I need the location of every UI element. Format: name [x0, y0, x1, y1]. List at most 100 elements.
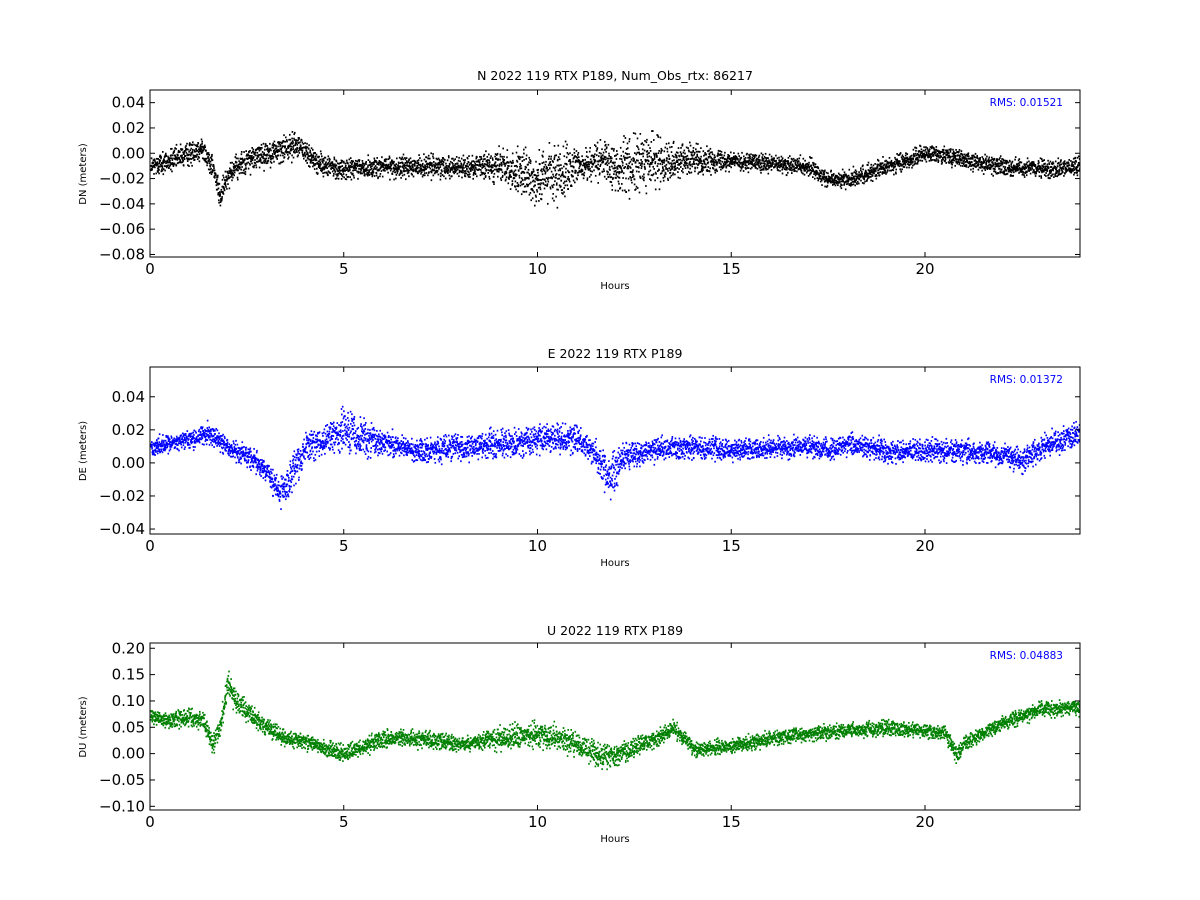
- data-point: [514, 169, 517, 172]
- data-point: [554, 166, 557, 169]
- data-point: [684, 156, 686, 158]
- data-point: [423, 153, 425, 156]
- data-point: [453, 159, 455, 162]
- data-point: [364, 173, 366, 176]
- data-point: [247, 167, 250, 170]
- data-point: [456, 165, 458, 168]
- data-point: [593, 169, 595, 172]
- data-point: [780, 155, 783, 158]
- data-point: [465, 165, 468, 167]
- data-point: [327, 163, 329, 165]
- data-point: [552, 193, 554, 195]
- data-point: [942, 158, 944, 161]
- data-point: [548, 155, 550, 158]
- data-point: [334, 166, 337, 168]
- data-point: [1019, 161, 1022, 163]
- data-point: [280, 148, 282, 151]
- data-point: [798, 168, 800, 170]
- data-point: [487, 172, 489, 174]
- data-point: [267, 147, 269, 150]
- data-point: [553, 199, 555, 202]
- data-point: [361, 165, 363, 168]
- data-point: [524, 168, 526, 171]
- data-point: [989, 163, 992, 166]
- data-point: [307, 157, 309, 160]
- data-point: [746, 167, 749, 169]
- data-point: [883, 164, 885, 167]
- data-point: [902, 166, 905, 168]
- data-point: [792, 168, 794, 171]
- data-point: [711, 151, 713, 154]
- data-point: [992, 167, 995, 170]
- data-point: [187, 164, 189, 167]
- data-point: [624, 152, 627, 155]
- data-point: [250, 160, 253, 162]
- data-point: [314, 163, 317, 165]
- data-point: [607, 171, 609, 174]
- data-point: [562, 145, 565, 148]
- data-point: [299, 148, 302, 151]
- data-point: [368, 170, 370, 173]
- data-point: [162, 151, 164, 153]
- data-point: [617, 164, 620, 167]
- data-point: [753, 162, 756, 165]
- data-point: [611, 165, 613, 168]
- data-point: [311, 154, 314, 157]
- data-point: [418, 166, 420, 169]
- data-point: [685, 164, 687, 167]
- data-point: [569, 159, 571, 161]
- data-point: [863, 176, 865, 179]
- data-point: [308, 144, 310, 147]
- data-point: [348, 167, 351, 170]
- data-point: [680, 166, 682, 168]
- data-point: [424, 174, 426, 177]
- data-point: [653, 168, 655, 170]
- data-point: [718, 159, 721, 161]
- data-point: [621, 183, 623, 185]
- data-point: [774, 163, 776, 165]
- data-point: [226, 179, 228, 182]
- data-point: [665, 166, 667, 169]
- data-point: [868, 175, 870, 178]
- data-point: [822, 177, 825, 179]
- data-point: [789, 162, 792, 164]
- data-point: [206, 162, 209, 164]
- data-point: [642, 178, 644, 180]
- data-point: [174, 147, 176, 149]
- data-point: [687, 166, 689, 169]
- data-point: [542, 178, 544, 181]
- data-point: [964, 165, 966, 167]
- data-point: [725, 161, 727, 164]
- data-point: [228, 172, 231, 174]
- data-point: [206, 152, 208, 154]
- data-point: [301, 151, 304, 154]
- data-point: [724, 170, 727, 173]
- data-point: [987, 158, 990, 161]
- data-point: [1029, 162, 1031, 165]
- data-point: [890, 159, 893, 162]
- data-point: [312, 154, 315, 157]
- data-point: [643, 163, 646, 166]
- data-point: [984, 153, 986, 156]
- data-point: [323, 159, 325, 162]
- data-point: [631, 181, 633, 184]
- data-point: [1042, 166, 1045, 169]
- data-point: [1029, 172, 1032, 175]
- data-point: [857, 174, 860, 177]
- data-point: [329, 158, 331, 161]
- data-point: [551, 197, 554, 200]
- data-point: [887, 162, 889, 165]
- data-point: [806, 167, 808, 170]
- data-point: [517, 190, 519, 193]
- data-point: [186, 142, 188, 145]
- data-point: [497, 158, 500, 161]
- data-point: [448, 174, 451, 177]
- data-point: [456, 172, 459, 175]
- data-point: [1002, 158, 1004, 161]
- data-point: [281, 145, 284, 147]
- data-point: [528, 193, 531, 196]
- data-point: [529, 159, 531, 161]
- data-point: [789, 166, 791, 169]
- data-point: [313, 168, 316, 170]
- data-point: [263, 154, 266, 156]
